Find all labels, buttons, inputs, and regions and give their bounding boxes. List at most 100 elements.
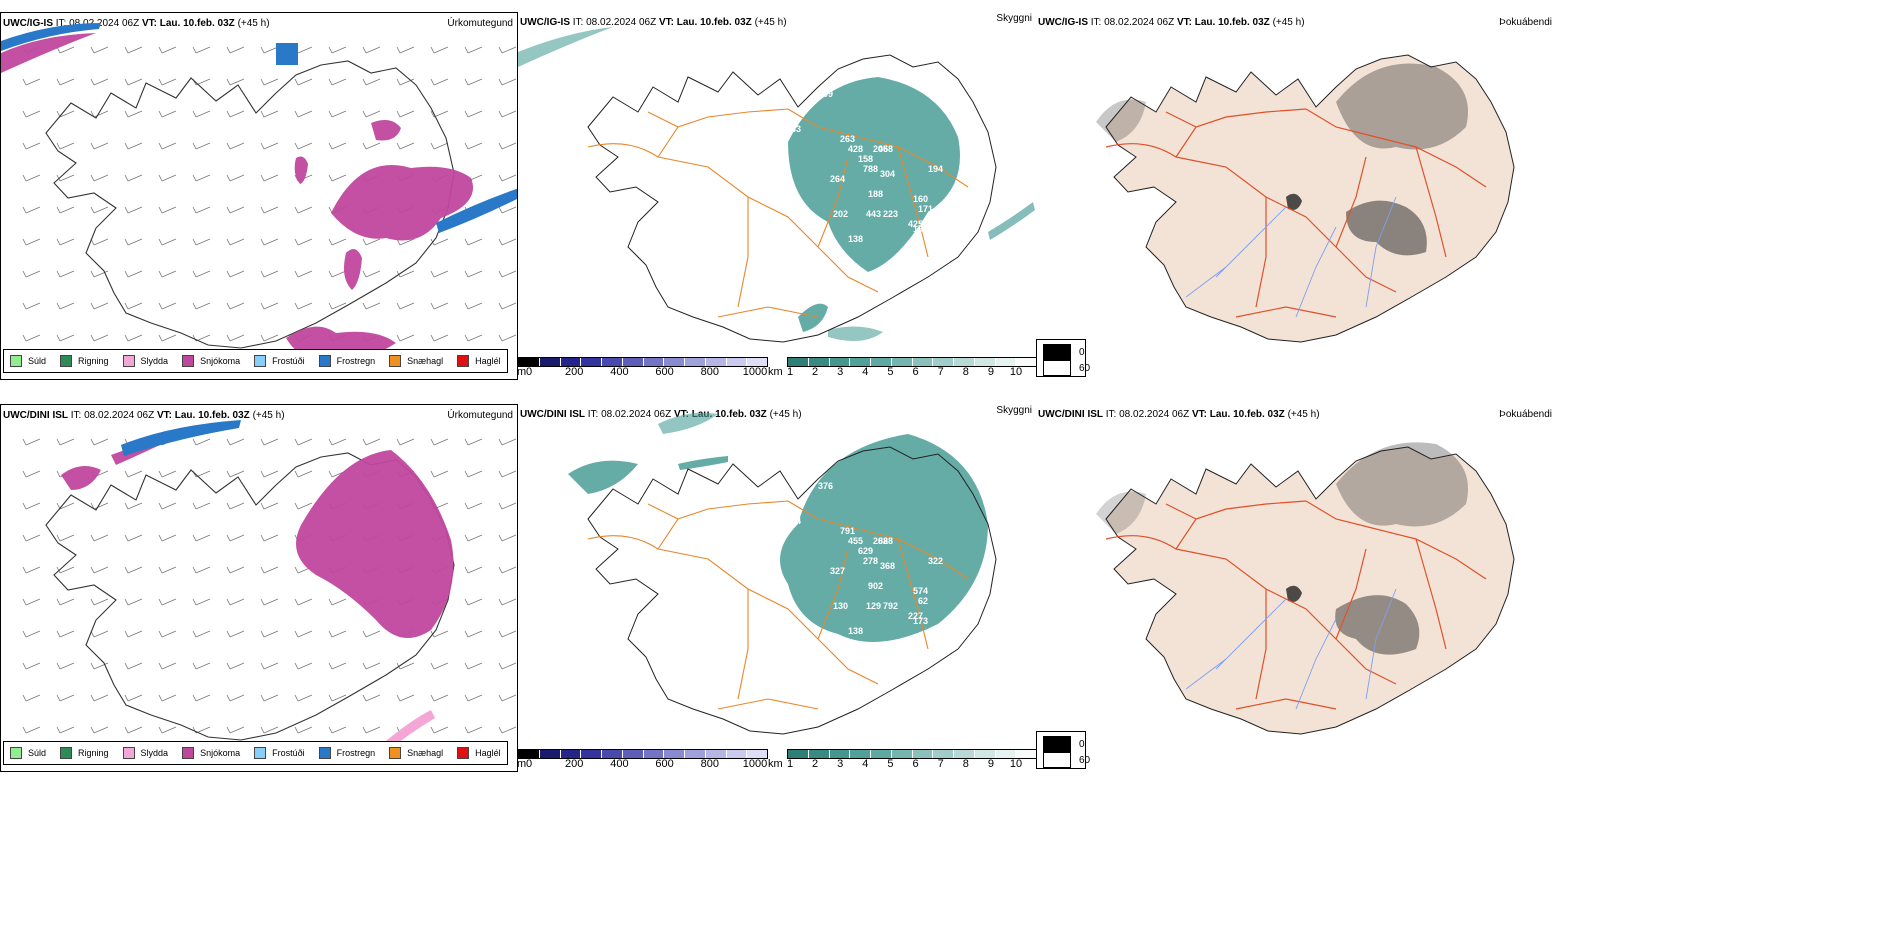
colorbar-tick: 0 (525, 366, 533, 378)
wind-barb (192, 142, 211, 150)
wind-barb (22, 142, 41, 150)
wind-barb (90, 534, 109, 542)
wind-barb (328, 78, 347, 86)
wind-barb (226, 334, 245, 342)
wind-barb (192, 598, 211, 606)
wind-barb (328, 46, 347, 54)
wind-barb (158, 566, 177, 574)
wind-barb (158, 46, 177, 54)
colorbar-segment (622, 750, 644, 758)
colorbar-tick: 4 (862, 758, 869, 770)
road-network (587, 500, 969, 710)
wind-barb (362, 270, 381, 278)
wind-barb (464, 438, 483, 446)
colorbar-tick: 1000 (742, 366, 768, 378)
ceiling-label: 902 (868, 581, 883, 591)
wind-barb (56, 438, 75, 446)
wind-barb (294, 502, 313, 510)
wind-barb (226, 270, 245, 278)
wind-barb (90, 694, 109, 702)
wind-barb (260, 238, 279, 246)
wind-barb (464, 302, 483, 310)
legend-label: Frostúði (272, 356, 305, 366)
wind-barb (294, 470, 313, 478)
wind-barb (192, 46, 211, 54)
wind-barb (226, 726, 245, 734)
colorbar-tick: 10 (1009, 758, 1023, 770)
colorbar-segment (664, 750, 685, 758)
legend-item: Frostregn (318, 747, 376, 759)
wind-barb (328, 694, 347, 702)
ceiling-label: 443 (866, 209, 881, 219)
panel-name: Þokuábendi (1499, 409, 1552, 420)
wind-barb (498, 726, 517, 734)
ceiling-label: 628 (878, 536, 893, 546)
colorbar-tick: 400 (610, 758, 629, 770)
colorbar-tick: 3 (837, 758, 844, 770)
wind-barb (430, 470, 449, 478)
legend-item: Rigning (60, 355, 109, 367)
colorbar-segment (954, 358, 975, 366)
legend-item: Haglél (457, 355, 501, 367)
wind-barb (362, 78, 381, 86)
legend-label: Frostregn (336, 748, 376, 758)
wind-barb (226, 78, 245, 86)
wind-barb (158, 534, 177, 542)
ceiling-label: 130 (833, 601, 848, 611)
ceiling-label: 376 (818, 481, 833, 491)
wind-barb (192, 206, 211, 214)
colorbar-segment (602, 750, 623, 758)
colorbar-segment (685, 358, 706, 366)
wind-barb (260, 502, 279, 510)
wind-barb (226, 302, 245, 310)
legend-item: Súld (10, 355, 46, 367)
colorbar-segment (912, 358, 934, 366)
legend-swatch (122, 355, 135, 367)
wind-barb (226, 694, 245, 702)
wind-barb (192, 726, 211, 734)
wind-barb (294, 662, 313, 670)
colorbar-segment (581, 358, 602, 366)
low-visibility-areas (518, 27, 1035, 341)
wind-barb (22, 206, 41, 214)
wind-barb (22, 174, 41, 182)
legend-swatch (389, 355, 402, 367)
legend-swatch (457, 747, 470, 759)
wind-barb (158, 502, 177, 510)
colorbar-tick: 10 (1009, 366, 1023, 378)
panel-title: UWC/IG-IS IT: 08.02.2024 06Z VT: Lau. 10… (1038, 17, 1305, 28)
legend-item: Snjókoma (182, 355, 240, 367)
wind-barb (328, 598, 347, 606)
iceland-outline (587, 446, 997, 735)
colorbar-segment (871, 750, 892, 758)
colorbar-segment (664, 358, 685, 366)
wind-barb (260, 270, 279, 278)
wind-barb (226, 46, 245, 54)
wind-barb (124, 630, 143, 638)
wind-barb (464, 694, 483, 702)
wind-barb (226, 206, 245, 214)
wind-barb (464, 630, 483, 638)
wind-barb (260, 142, 279, 150)
wind-barb (396, 46, 415, 54)
colorbar-segment (933, 358, 954, 366)
ceiling-label: 278 (863, 556, 878, 566)
wind-barb (56, 302, 75, 310)
legend-swatch (254, 747, 267, 759)
wind-barb (430, 334, 449, 342)
colorbar-segment (829, 358, 851, 366)
wind-barb (124, 726, 143, 734)
ceiling-label: 327 (830, 566, 845, 576)
wind-barb (430, 142, 449, 150)
wind-barb (90, 238, 109, 246)
legend-swatch (318, 355, 331, 367)
wind-barb (260, 46, 279, 54)
wind-barb (124, 470, 143, 478)
wind-barb (498, 46, 517, 54)
wind-barb (22, 534, 41, 542)
wind-barb (294, 598, 313, 606)
ceiling-label: 468 (878, 144, 893, 154)
colorbar-segment (560, 750, 582, 758)
wind-barb (498, 174, 517, 182)
